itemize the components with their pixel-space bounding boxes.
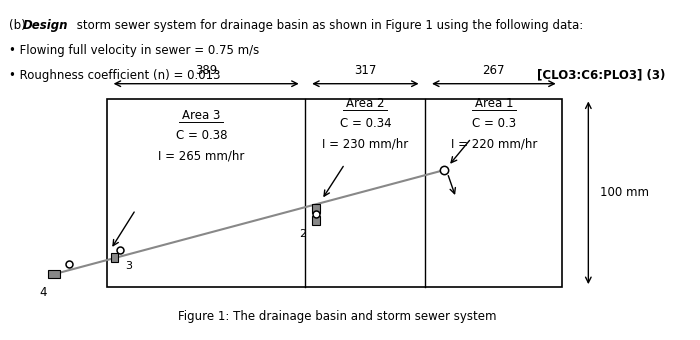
Text: 4: 4 [39, 286, 46, 299]
Text: I = 230 mm/hr: I = 230 mm/hr [322, 137, 409, 150]
Text: I = 220 mm/hr: I = 220 mm/hr [451, 137, 537, 150]
Text: 317: 317 [354, 64, 377, 77]
Bar [111, 253, 118, 262]
Bar [312, 204, 320, 212]
Text: Design: Design [22, 19, 68, 32]
Text: [CLO3:C6:PLO3] (3): [CLO3:C6:PLO3] (3) [537, 69, 665, 82]
Bar [48, 270, 60, 278]
Text: 389: 389 [195, 64, 217, 77]
Text: 100 mm: 100 mm [600, 186, 649, 199]
Text: • Roughness coefficient (n) = 0.013: • Roughness coefficient (n) = 0.013 [9, 69, 220, 82]
Text: Area 2: Area 2 [346, 98, 384, 111]
Bar [107, 99, 562, 287]
Text: 267: 267 [482, 64, 505, 77]
Text: C = 0.3: C = 0.3 [472, 117, 516, 130]
Text: Figure 1: The drainage basin and storm sewer system: Figure 1: The drainage basin and storm s… [178, 310, 496, 323]
Text: 3: 3 [125, 261, 132, 271]
Text: storm sewer system for drainage basin as shown in Figure 1 using the following d: storm sewer system for drainage basin as… [74, 19, 584, 32]
Text: I = 265 mm/hr: I = 265 mm/hr [158, 149, 244, 162]
Text: 2: 2 [299, 230, 306, 239]
Text: Area 1: Area 1 [475, 98, 513, 111]
Text: (b): (b) [9, 19, 29, 32]
Text: • Flowing full velocity in sewer = 0.75 m/s: • Flowing full velocity in sewer = 0.75 … [9, 44, 259, 57]
Bar [312, 216, 320, 225]
Text: C = 0.34: C = 0.34 [340, 117, 391, 130]
Text: C = 0.38: C = 0.38 [176, 129, 227, 142]
Text: Area 3: Area 3 [182, 109, 220, 122]
